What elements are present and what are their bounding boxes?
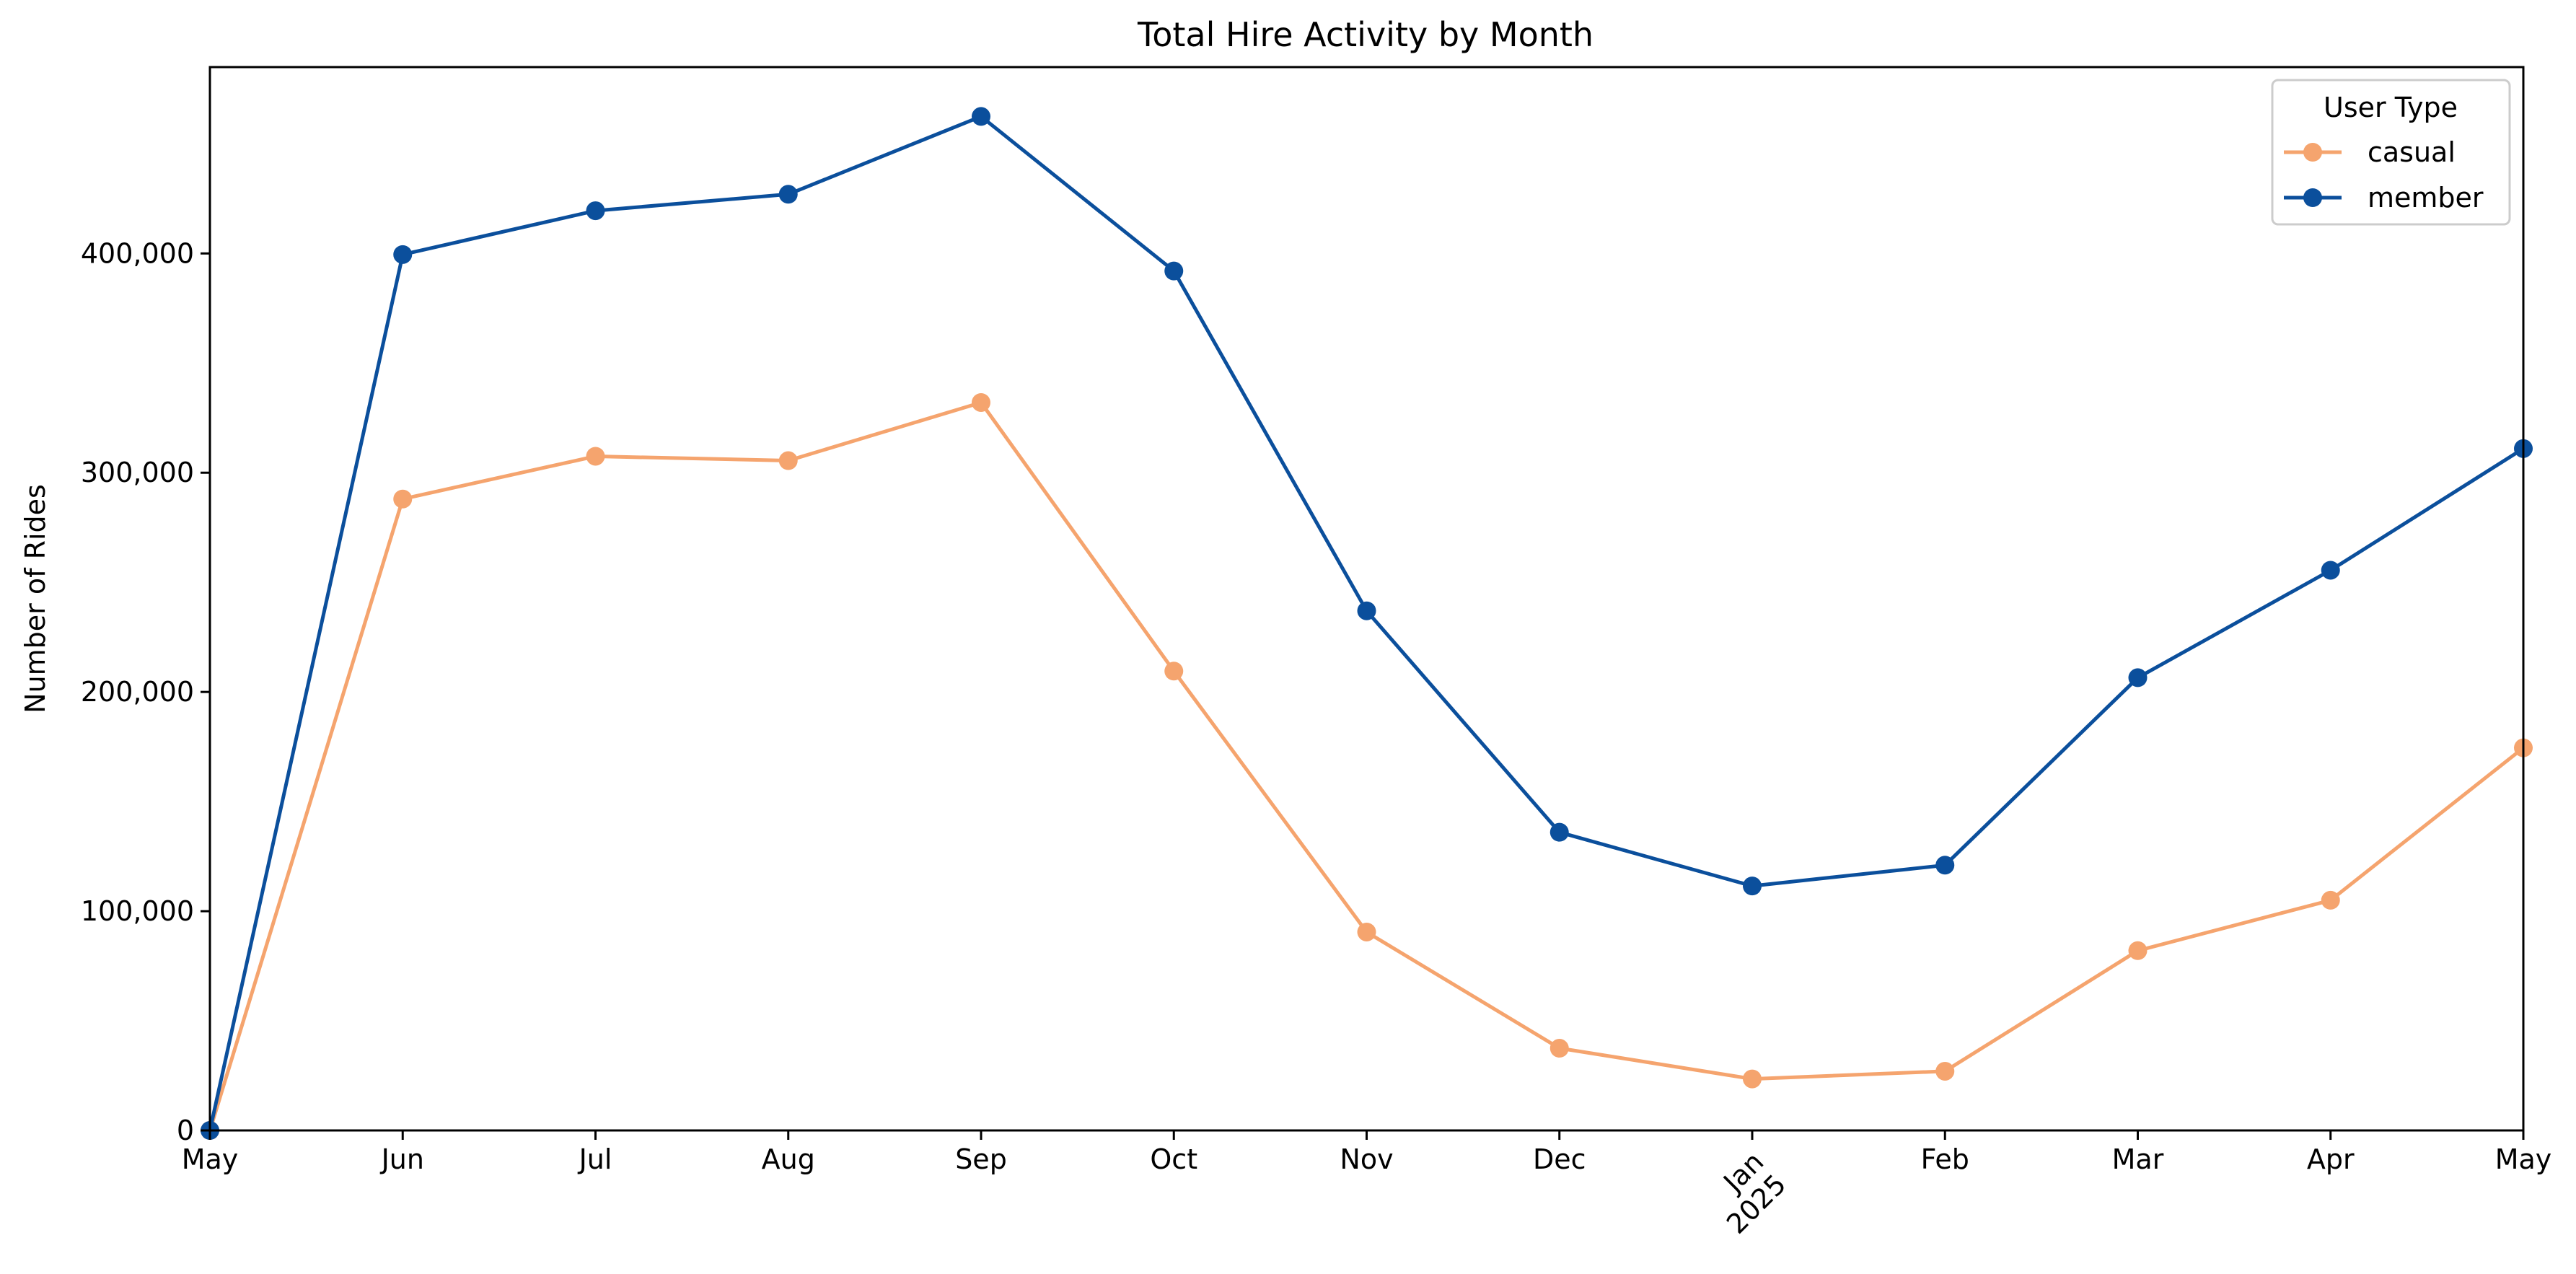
data-point-member [1743,877,1762,896]
x-tick-label: Aug [762,1143,815,1175]
data-point-member [586,201,605,221]
y-tick-label: 300,000 [81,457,194,488]
data-point-casual [1743,1069,1762,1089]
data-point-casual [2321,890,2340,910]
data-point-member [1164,261,1184,281]
x-tick-label: Oct [1150,1143,1197,1175]
data-point-casual [1549,1039,1569,1058]
legend-label-casual: casual [2368,136,2456,168]
data-point-casual [1357,922,1376,941]
x-tick-label: Nov [1340,1143,1393,1175]
data-point-casual [1164,662,1184,681]
legend-items: casual member [2284,136,2484,214]
data-point-member [2128,668,2148,687]
data-point-casual [1935,1061,1955,1081]
x-tick-label: Feb [1921,1143,1969,1175]
x-tick-label: Dec [1533,1143,1586,1175]
data-point-member [972,107,990,126]
legend-title: User Type [2324,92,2458,123]
data-point-member [2321,561,2340,580]
legend-frame [2271,79,2511,226]
data-point-casual [2128,941,2148,960]
x-tick-label: Apr [2307,1143,2355,1175]
data-point-member [778,185,798,204]
x-tick-label: Jul [578,1143,612,1175]
data-point-member [393,245,413,264]
data-point-casual [972,392,990,412]
data-point-member [1549,822,1569,842]
y-axis-label: Number of Rides [19,484,51,713]
data-point-casual [393,489,413,509]
data-point-casual [586,447,605,466]
data-point-casual [778,451,798,470]
x-tick-label: Mar [2112,1143,2164,1175]
y-tick-label: 400,000 [81,237,194,269]
y-axis: 0 100,000 200,000 300,000 400,000 [81,237,210,1146]
data-point-member [1357,601,1376,620]
y-tick-label: 200,000 [81,676,194,708]
data-point-member [1935,856,1955,875]
y-tick-label: 0 [177,1115,194,1146]
legend-marker-casual [2303,143,2322,162]
y-tick-label: 100,000 [81,895,194,927]
chart-title: Total Hire Activity by Month [1137,15,1593,54]
legend: User Type casual member [2271,79,2511,226]
x-tick-label: May [182,1143,239,1175]
x-tick-label: May [2495,1143,2552,1175]
x-tick-label: Sep [955,1143,1007,1175]
legend-marker-member [2303,188,2322,207]
legend-label-member: member [2368,182,2484,214]
x-tick-label: Jun [380,1143,424,1175]
series-layer [201,107,2533,1140]
